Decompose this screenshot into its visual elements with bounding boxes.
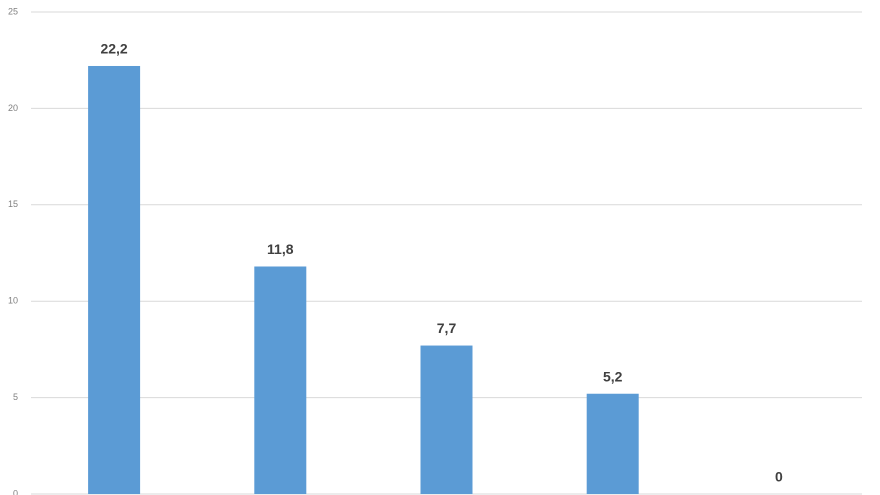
bar	[88, 65, 141, 494]
data-label: 5,2	[603, 368, 623, 384]
data-label: 22,2	[100, 41, 127, 57]
y-tick-label: 10	[8, 296, 18, 306]
data-label: 7,7	[437, 320, 457, 336]
y-tick-label: 0	[13, 488, 18, 495]
bar	[420, 345, 473, 494]
y-tick-label: 15	[8, 199, 18, 209]
y-tick-label: 5	[13, 392, 18, 402]
data-label: 0	[775, 469, 783, 485]
y-tick-label: 20	[8, 103, 18, 113]
data-label: 11,8	[267, 241, 294, 257]
y-tick-label: 25	[8, 6, 18, 16]
bar	[586, 393, 639, 494]
bar	[254, 266, 307, 494]
